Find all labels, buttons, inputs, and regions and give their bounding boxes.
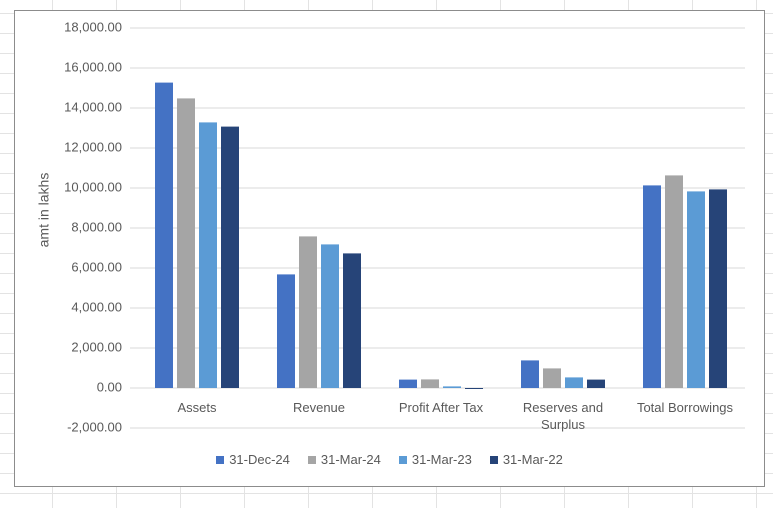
legend-swatch xyxy=(216,455,225,464)
bar xyxy=(321,244,339,388)
bar xyxy=(199,122,217,389)
y-tick-label: 16,000.00 xyxy=(64,59,122,74)
legend-item: 31-Mar-23 xyxy=(398,452,472,467)
legend: 31-Dec-24 31-Mar-24 31-Mar-23 31-Mar-22 xyxy=(14,452,765,467)
bar xyxy=(521,360,539,388)
bar xyxy=(465,388,483,389)
legend-label: 31-Mar-23 xyxy=(411,452,472,467)
y-tick-label: 2,000.00 xyxy=(71,339,122,354)
bar xyxy=(177,98,195,389)
bar xyxy=(687,191,705,388)
legend-swatch xyxy=(307,455,316,464)
bar xyxy=(299,236,317,388)
y-tick-label: 0.00 xyxy=(97,379,122,394)
y-axis-title: amt in lakhs xyxy=(36,173,52,248)
legend-swatch xyxy=(398,455,407,464)
x-tick-label: Total Borrowings xyxy=(636,400,734,415)
bar xyxy=(643,185,661,388)
y-tick-label: 4,000.00 xyxy=(71,299,122,314)
legend-swatch xyxy=(489,455,498,464)
bar xyxy=(565,377,583,388)
legend-label: 31-Mar-22 xyxy=(502,452,563,467)
legend-item: 31-Mar-24 xyxy=(307,452,381,467)
y-tick-label: 18,000.00 xyxy=(64,19,122,34)
legend-label: 31-Mar-24 xyxy=(320,452,381,467)
bar xyxy=(343,253,361,388)
chart-area xyxy=(14,10,765,487)
y-tick-label: 6,000.00 xyxy=(71,259,122,274)
y-tick-label: 10,000.00 xyxy=(64,179,122,194)
bar xyxy=(221,126,239,388)
bar xyxy=(421,379,439,388)
bar xyxy=(587,379,605,388)
legend-label: 31-Dec-24 xyxy=(229,452,290,467)
y-tick-label: -2,000.00 xyxy=(67,419,122,434)
bar xyxy=(543,368,561,388)
y-tick-label: 14,000.00 xyxy=(64,99,122,114)
x-tick-label: Revenue xyxy=(292,400,346,415)
legend-item: 31-Dec-24 xyxy=(216,452,290,467)
x-tick-label: Assets xyxy=(177,400,217,415)
bar xyxy=(665,175,683,388)
bar xyxy=(277,274,295,388)
x-tick-label: Reserves and Surplus xyxy=(522,400,604,432)
bar xyxy=(399,379,417,388)
x-tick-label: Profit After Tax xyxy=(398,400,484,415)
y-tick-label: 8,000.00 xyxy=(71,219,122,234)
bar xyxy=(443,386,461,388)
y-tick-label: 12,000.00 xyxy=(64,139,122,154)
bar xyxy=(155,82,173,388)
bar xyxy=(709,189,727,388)
legend-item: 31-Mar-22 xyxy=(489,452,563,467)
